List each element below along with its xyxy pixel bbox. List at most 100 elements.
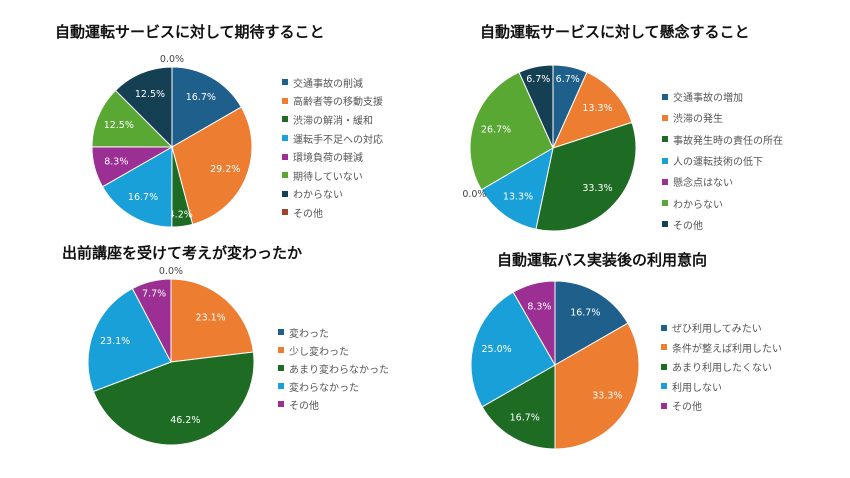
legend-item: わからない [662,192,783,213]
data-label: 23.1% [196,312,226,323]
legend-item: 少し変わった [278,341,389,359]
data-label: 46.2% [170,415,200,426]
legend-item: その他 [282,203,383,222]
legend-item: わからない [282,185,383,204]
legend-swatch [661,363,667,370]
legend-item: その他 [661,396,782,416]
legend-item: 利用しない [661,377,782,397]
data-label: 6.7% [556,74,580,85]
legend-label: 条件が整えば利用したい [672,343,782,355]
legend-swatch [282,116,288,123]
data-label: 29.2% [210,164,240,175]
legend-swatch [661,324,667,331]
legend-swatch [282,153,288,160]
legend-label: 渋滞の発生 [673,114,723,126]
legend-4: ぜひ利用してみたい条件が整えば利用したい あまり利用したくない 利用しないその他 [661,318,782,416]
legend-item: 変わった [278,323,389,341]
legend-label: その他 [293,208,323,220]
legend-item: その他 [278,395,389,413]
pie-slice [554,322,640,450]
data-label: 16.7% [510,412,540,423]
legend-label: 交通事故の増加 [673,93,743,105]
legend-label: 交通事故の削減 [293,78,363,90]
pie-slice [101,146,173,228]
legend-label: 渋滞の解消・緩和 [293,115,373,127]
data-label: 6.7% [526,74,550,85]
legend-swatch [662,93,668,100]
pie-slice [554,280,629,366]
legend-label: わからない [673,199,723,211]
legend-item: 事故発生時の責任の所在 [662,129,783,150]
legend-swatch [661,402,667,409]
legend-label: 変わらなかった [289,382,359,394]
legend-swatch [282,135,288,142]
pie-slice [170,278,254,363]
pie-slice [552,71,633,149]
legend-item: 人の運転技術の低下 [662,150,783,171]
legend-item: 期待していない [282,166,383,185]
legend-label: 事故発生時の責任の所在 [673,135,783,147]
legend-item: 懸念点はない [662,171,783,192]
legend-item: ぜひ利用してみたい [661,318,782,338]
legend-item: その他 [662,214,783,235]
legend-swatch [282,190,288,197]
legend-swatch [282,79,288,86]
legend-swatch [662,114,668,121]
legend-item: 交通事故の増加 [662,86,783,107]
legend-label: 懸念点はない [673,178,733,190]
pie-slice [469,71,554,191]
legend-label: その他 [672,402,702,414]
data-label: 16.7% [186,92,216,103]
data-label: 8.3% [104,157,128,168]
legend-2: 交通事故の増加 渋滞の発生事故発生時の責任の所在 人の運転技術の低下 懸念点はない わか… [662,86,783,235]
legend-swatch [662,136,668,143]
legend-item: 高齢者等の移動支援 [282,92,383,111]
data-label: 16.7% [570,308,600,319]
data-label: 0.0% [462,189,486,200]
legend-swatch [282,209,288,216]
data-label: 13.3% [503,191,533,202]
legend-item: あまり利用したくない [661,357,782,377]
data-label: 25.0% [482,344,512,355]
legend-swatch [661,383,667,390]
legend-swatch [662,157,668,164]
data-label: 8.3% [527,302,551,313]
pie-slice [114,66,173,149]
legend-label: 人の運転技術の低下 [673,157,763,169]
pie-slice [131,278,172,363]
data-label: 33.3% [592,390,622,401]
data-label: 4.2% [169,209,193,220]
legend-label: 高齢者等の移動支援 [293,97,383,109]
data-label: 7.7% [142,289,166,300]
legend-swatch [662,178,668,185]
legend-item: 運転手不足への対応 [282,129,383,148]
data-label: 0.0% [159,266,183,277]
legend-swatch [278,365,284,371]
legend-label: わからない [293,190,343,202]
chart-title-4: 自動運転バス実装後の利用意向 [497,251,708,269]
pie-slice [171,66,243,148]
pie-slice [470,291,556,408]
legend-label: その他 [673,220,703,232]
pie-slice [87,287,172,393]
legend-swatch [661,344,667,351]
legend-label: 利用しない [672,382,722,394]
data-label: 12.5% [135,89,165,100]
pie-slice [481,364,556,450]
legend-label: あまり変わらなかった [289,364,389,376]
data-label: 12.5% [104,120,134,131]
chart-title-1: 自動運転サービスに対して期待すること [55,23,325,41]
legend-label: 少し変わった [289,346,349,358]
pie-slice [171,106,253,225]
legend-item: 変わらなかった [278,377,389,395]
data-label: 16.7% [128,192,158,203]
chart-title-3: 出前講座を受けて考えが変わったか [62,244,303,262]
legend-swatch [282,97,288,104]
legend-label: あまり利用したくない [672,363,772,375]
pie-slice [512,280,556,367]
legend-swatch [278,329,284,335]
legend-swatch [278,383,284,389]
legend-item: 渋滞の解消・緩和 [282,110,383,129]
